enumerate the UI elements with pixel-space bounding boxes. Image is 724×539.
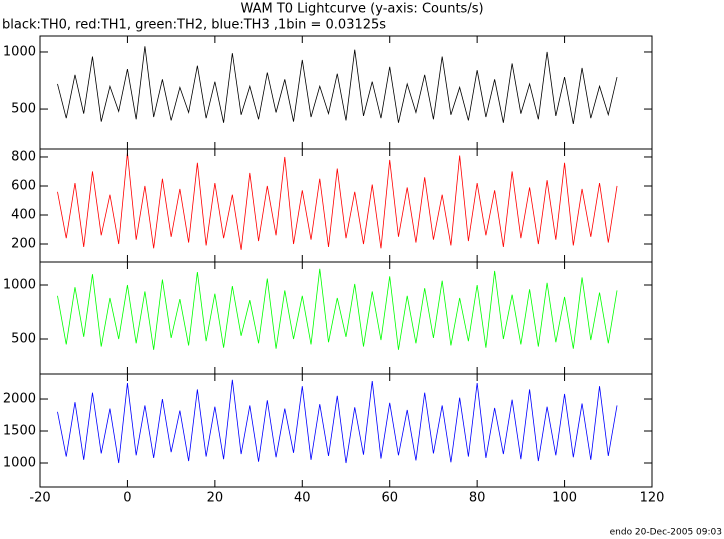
y-tick-label: 1000 <box>3 278 36 293</box>
chart-title: WAM T0 Lightcurve (y-axis: Counts/s) <box>240 2 483 17</box>
x-tick-label: 40 <box>294 491 311 506</box>
x-tick-label: 100 <box>552 491 577 506</box>
x-tick-label: 0 <box>123 491 131 506</box>
x-tick-label: 80 <box>469 491 486 506</box>
y-tick-label: 500 <box>11 102 36 117</box>
chart-subtitle: black:TH0, red:TH1, green:TH2, blue:TH3 … <box>2 18 386 33</box>
y-tick-label: 1000 <box>3 44 36 59</box>
series-line <box>57 46 618 124</box>
x-tick-label: 20 <box>207 491 224 506</box>
y-tick-label: 200 <box>11 237 36 252</box>
series-line <box>57 268 618 350</box>
x-tick-label: 60 <box>381 491 398 506</box>
y-tick-label: 400 <box>11 208 36 223</box>
y-tick-label: 1000 <box>3 456 36 471</box>
y-tick-label: 600 <box>11 178 36 193</box>
x-tick-label: 120 <box>640 491 665 506</box>
footer: endo 20-Dec-2005 09:03 <box>610 528 722 538</box>
y-tick-label: 1500 <box>3 424 36 439</box>
y-tick-label: 800 <box>11 149 36 164</box>
y-tick-label: 500 <box>11 332 36 347</box>
series-line <box>57 152 618 250</box>
panel-frame <box>39 373 653 488</box>
y-tick-label: 2000 <box>3 392 36 407</box>
series-line <box>57 379 618 464</box>
x-tick-label: -20 <box>29 491 50 506</box>
